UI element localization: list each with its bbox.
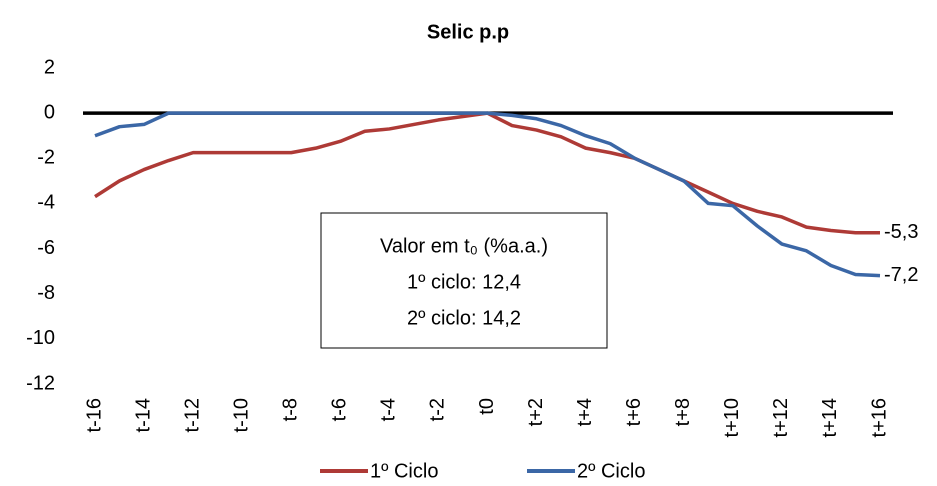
series-line — [94, 111, 881, 278]
y-tick-label: -8 — [37, 282, 55, 304]
data-label: -5,3 — [884, 221, 918, 243]
x-tick-label: t-14 — [132, 398, 154, 432]
x-tick-label: t+2 — [525, 398, 547, 426]
annotation-box — [320, 212, 608, 349]
x-tick-label: t-10 — [230, 398, 252, 432]
legend-label: 2º Ciclo — [577, 460, 645, 482]
y-tick-label: -12 — [26, 372, 55, 394]
x-tick-label: t-4 — [378, 398, 400, 421]
annotation-text: Valor em t₀ (%a.a.) — [380, 235, 548, 257]
annotation-text: 2º ciclo: 14,2 — [407, 307, 521, 329]
x-tick-label: t+10 — [721, 398, 743, 437]
x-tick-label: t+6 — [623, 398, 645, 426]
x-tick-label: t-12 — [181, 398, 203, 432]
y-tick-label: -10 — [26, 327, 55, 349]
data-label: -7,2 — [884, 264, 918, 286]
x-tick-label: t+14 — [819, 398, 841, 437]
x-tick-label: t+16 — [868, 398, 890, 437]
y-tick-label: -2 — [37, 147, 55, 169]
x-tick-label: t-2 — [427, 398, 449, 421]
annotation-text: 1º ciclo: 12,4 — [407, 271, 521, 293]
x-tick-label: t+12 — [770, 398, 792, 437]
x-tick-label: t+8 — [672, 398, 694, 426]
legend-label: 1º Ciclo — [370, 460, 438, 482]
y-tick-label: 0 — [44, 101, 55, 123]
y-tick-label: -6 — [37, 237, 55, 259]
y-tick-label: 2 — [44, 56, 55, 78]
x-tick-label: t0 — [476, 398, 498, 415]
x-tick-label: t-6 — [329, 398, 351, 421]
y-tick-label: -4 — [37, 192, 55, 214]
x-tick-label: t-8 — [280, 398, 302, 421]
x-tick-label: t+4 — [574, 398, 596, 426]
chart-title: Selic p.p — [427, 21, 509, 43]
x-tick-label: t-16 — [83, 398, 105, 432]
